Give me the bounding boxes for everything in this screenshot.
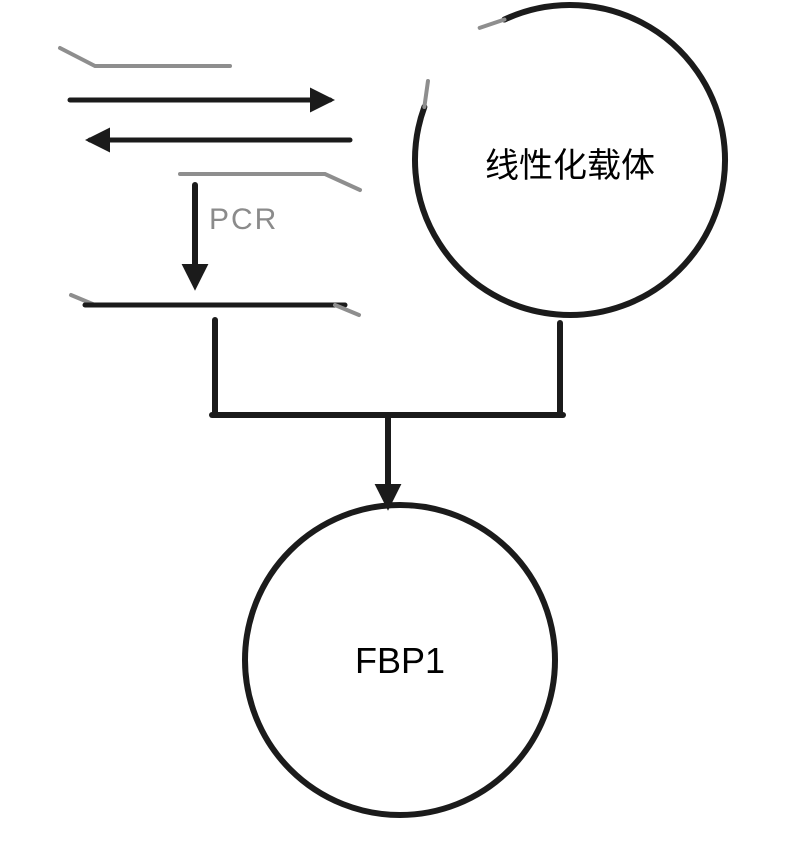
vector-open-end-a [424,81,428,107]
pcr-label: PCR [209,203,278,237]
product-label: FBP1 [330,640,470,682]
primer-top-tail [60,48,230,66]
primer-bottom-tail [180,174,360,190]
diagram-canvas: PCR 线性化载体 FBP1 [0,0,800,864]
vector-label: 线性化载体 [460,138,680,187]
vector-open-end-b [480,20,505,28]
diagram-svg [0,0,800,864]
